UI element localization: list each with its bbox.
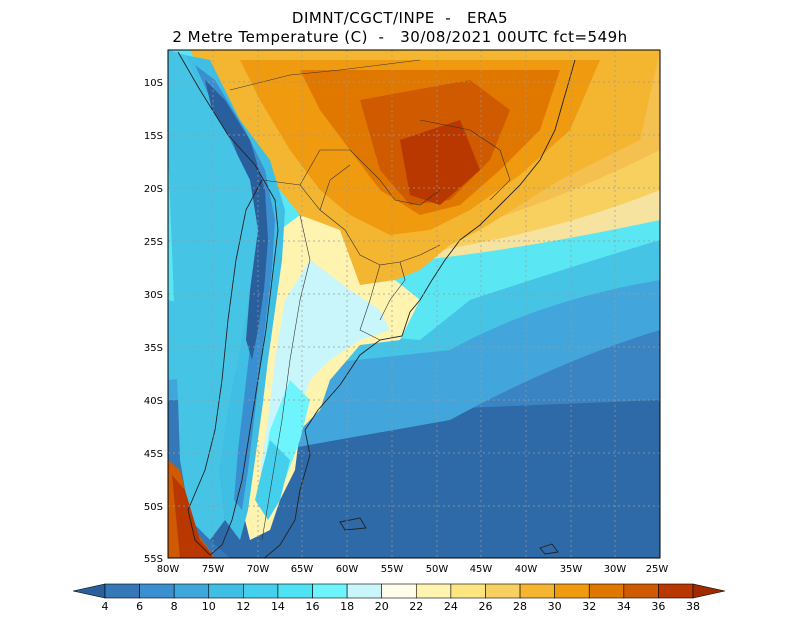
lon-label-55w: 55W xyxy=(381,564,404,575)
colorbar-swatch xyxy=(243,583,279,599)
lon-label-30w: 30W xyxy=(604,564,627,575)
colorbar-tick-label: 30 xyxy=(548,600,562,613)
colorbar-tick-label: 34 xyxy=(617,600,631,613)
colorbar-swatch xyxy=(485,583,521,599)
colorbar-tick-label: 18 xyxy=(340,600,354,613)
lon-label-65w: 65W xyxy=(291,564,314,575)
lon-label-45w: 45W xyxy=(470,564,493,575)
colorbar-swatch xyxy=(173,583,210,599)
colorbar-swatch xyxy=(139,583,175,599)
lon-label-35w: 35W xyxy=(560,564,583,575)
graticule xyxy=(168,50,660,558)
lat-label-50s: 50S xyxy=(144,502,163,513)
colorbar-tick-label: 38 xyxy=(686,600,700,613)
colorbar-swatch xyxy=(519,583,555,599)
colorbar-max-arrow xyxy=(692,583,726,599)
temperature-field xyxy=(168,50,660,558)
colorbar-swatch xyxy=(346,583,383,599)
lon-label-25w: 25W xyxy=(646,564,669,575)
colorbar-swatch xyxy=(450,583,486,599)
colorbar-tick-label: 16 xyxy=(306,600,320,613)
colorbar-swatch xyxy=(658,583,694,599)
colorbar-swatch xyxy=(104,583,140,599)
colorbar-tick-label: 36 xyxy=(651,600,665,613)
lat-label-10s: 10S xyxy=(144,78,163,89)
colorbar-swatch xyxy=(312,583,348,599)
colorbar-tick-label: 32 xyxy=(582,600,596,613)
colorbar-tick-label: 28 xyxy=(513,600,527,613)
colorbar-tick-label: 8 xyxy=(171,600,178,613)
colorbar-swatch xyxy=(381,583,417,599)
lat-label-20s: 20S xyxy=(144,184,163,195)
lat-label-35s: 35S xyxy=(144,343,163,354)
lat-label-15s: 15S xyxy=(144,131,163,142)
latitude-labels: 10S 15S 20S 25S 30S 35S 40S 45S 50S 55S xyxy=(144,78,163,565)
lat-label-30s: 30S xyxy=(144,290,163,301)
colorbar-swatch xyxy=(588,583,625,599)
lon-label-40w: 40W xyxy=(515,564,538,575)
colorbar-tick-label: 24 xyxy=(444,600,458,613)
lat-label-25s: 25S xyxy=(144,237,163,248)
lon-label-70w: 70W xyxy=(247,564,270,575)
colorbar-swatch xyxy=(554,583,590,599)
lat-label-55s: 55S xyxy=(144,554,163,565)
colorbar-tick-label: 14 xyxy=(271,600,285,613)
colorbar-swatch xyxy=(623,583,659,599)
colorbar-swatch xyxy=(277,583,313,599)
colorbar: 4 6 8 10 12 14 16 18 20 22 24 26 28 30 32 34 36 38 xyxy=(72,583,726,613)
colorbar-tick-label: 26 xyxy=(478,600,492,613)
colorbar-swatch xyxy=(415,583,452,599)
map-title-variable: 2 Metre Temperature (C) - 30/08/2021 00U… xyxy=(172,28,628,46)
colorbar-tick-label: 10 xyxy=(202,600,216,613)
longitude-labels: 80W 75W 70W 65W 60W 55W 50W 45W 40W 35W … xyxy=(157,564,669,575)
lon-label-80w: 80W xyxy=(157,564,180,575)
lon-label-50w: 50W xyxy=(426,564,449,575)
lon-label-60w: 60W xyxy=(336,564,359,575)
colorbar-tick-label: 4 xyxy=(102,600,109,613)
colorbar-swatch xyxy=(208,583,244,599)
colorbar-tick-label: 12 xyxy=(236,600,250,613)
lat-label-40s: 40S xyxy=(144,396,163,407)
colorbar-tick-label: 22 xyxy=(409,600,423,613)
map-title-source: DIMNT/CGCT/INPE - ERA5 xyxy=(291,9,509,27)
country-borders xyxy=(229,59,511,541)
lat-label-45s: 45S xyxy=(144,449,163,460)
lon-label-75w: 75W xyxy=(202,564,225,575)
map-frame xyxy=(167,49,661,559)
colorbar-tick-label: 20 xyxy=(375,600,389,613)
colorbar-min-arrow xyxy=(72,583,106,599)
colorbar-tick-label: 6 xyxy=(136,600,143,613)
